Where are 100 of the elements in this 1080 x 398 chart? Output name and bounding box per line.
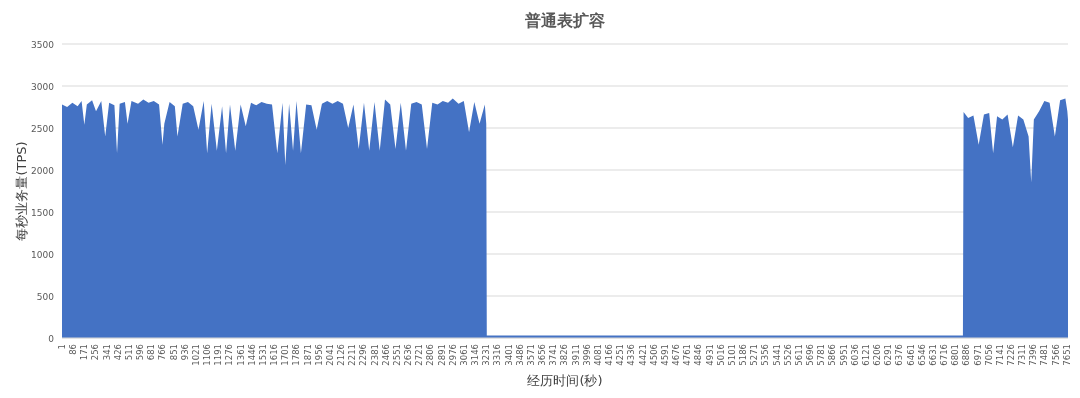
x-tick-label: 1191 [213, 344, 224, 366]
x-tick-label: 596 [135, 344, 146, 361]
x-tick-label: 5271 [749, 344, 760, 366]
x-tick-label: 3826 [559, 344, 570, 366]
y-tick-label: 0 [48, 333, 55, 344]
x-tick-label: 681 [146, 344, 157, 361]
x-tick-label: 6121 [860, 344, 871, 366]
x-tick-label: 5356 [760, 344, 771, 366]
x-tick-label: 936 [179, 344, 190, 361]
x-tick-label: 1871 [302, 344, 313, 366]
x-tick-label: 5101 [726, 344, 737, 366]
x-tick-label: 7566 [1050, 344, 1061, 366]
x-tick-label: 4506 [648, 344, 659, 366]
x-tick-label: 2381 [369, 344, 380, 366]
x-tick-label: 4931 [704, 344, 715, 366]
x-tick-label: 1616 [269, 344, 280, 366]
x-tick-label: 7481 [1039, 344, 1050, 366]
x-tick-label: 2466 [380, 344, 391, 366]
x-tick-label: 1701 [280, 344, 291, 366]
x-tick-label: 5951 [838, 344, 849, 366]
y-tick-label: 3000 [31, 81, 55, 92]
x-tick-label: 426 [112, 344, 123, 361]
x-tick-label: 6716 [939, 344, 950, 366]
x-tick-label: 3146 [470, 344, 481, 366]
x-tick-label: 2211 [347, 344, 358, 366]
x-tick-label: 3316 [492, 344, 503, 366]
x-tick-label: 7141 [994, 344, 1005, 366]
x-tick-label: 5526 [782, 344, 793, 366]
x-tick-label: 4251 [615, 344, 626, 366]
x-tick-label: 4081 [592, 344, 603, 366]
x-tick-label: 1 [57, 344, 67, 350]
x-tick-label: 7311 [1017, 344, 1028, 366]
x-tick-label: 511 [123, 344, 134, 361]
x-tick-label: 4166 [604, 344, 615, 366]
y-axis-title: 每秒业务量(TPS) [14, 141, 29, 241]
x-tick-label: 5611 [793, 344, 804, 366]
x-tick-label: 3401 [503, 344, 514, 366]
x-tick-label: 256 [90, 344, 101, 361]
x-tick-label: 6886 [961, 344, 972, 366]
x-tick-label: 3486 [514, 344, 525, 366]
x-tick-label: 2806 [425, 344, 436, 366]
x-tick-label: 7056 [983, 344, 994, 366]
x-tick-label: 2041 [324, 344, 335, 366]
x-tick-label: 4421 [637, 344, 648, 366]
x-tick-label: 6801 [950, 344, 961, 366]
x-tick-label: 6546 [916, 344, 927, 366]
x-tick-label: 4336 [626, 344, 637, 366]
x-tick-label: 4591 [659, 344, 670, 366]
x-tick-label: 766 [157, 344, 168, 361]
x-tick-label: 4846 [693, 344, 704, 366]
x-tick-label: 2636 [403, 344, 414, 366]
x-tick-label: 5016 [715, 344, 726, 366]
x-tick-label: 6631 [927, 344, 938, 366]
x-tick-label: 1786 [291, 344, 302, 366]
x-tick-label: 341 [101, 344, 112, 361]
x-tick-label: 1276 [224, 344, 235, 366]
chart-title: 普通表扩容 [524, 11, 605, 30]
x-tick-label: 1531 [257, 344, 268, 366]
x-tick-label: 1956 [313, 344, 324, 366]
x-axis-title: 经历时间(秒) [527, 373, 603, 388]
y-tick-label: 2500 [31, 123, 55, 134]
x-tick-label: 2551 [391, 344, 402, 366]
x-tick-label: 4761 [682, 344, 693, 366]
x-tick-label: 171 [79, 344, 90, 361]
y-tick-label: 2000 [31, 165, 55, 176]
x-tick-label: 5441 [771, 344, 782, 366]
x-tick-label: 6291 [883, 344, 894, 366]
x-tick-label: 1361 [235, 344, 246, 366]
x-tick-label: 3996 [581, 344, 592, 366]
x-tick-label: 3061 [458, 344, 469, 366]
x-tick-label: 3656 [537, 344, 548, 366]
x-tick-label: 6206 [872, 344, 883, 366]
x-tick-label: 3571 [525, 344, 536, 366]
x-tick-label: 5696 [805, 344, 816, 366]
x-tick-label: 1446 [246, 344, 257, 366]
x-tick-label: 851 [168, 344, 179, 361]
x-tick-label: 5866 [827, 344, 838, 366]
x-tick-label: 7226 [1005, 344, 1016, 366]
x-tick-label: 6036 [849, 344, 860, 366]
x-tick-label: 2976 [447, 344, 458, 366]
x-tick-label: 5186 [738, 344, 749, 366]
y-tick-label: 1500 [31, 207, 55, 218]
x-tick-label: 1021 [190, 344, 201, 366]
x-tick-label: 6461 [905, 344, 916, 366]
x-tick-label: 1106 [202, 344, 213, 366]
x-tick-label: 2296 [358, 344, 369, 366]
x-tick-label: 2721 [414, 344, 425, 366]
y-tick-label: 1000 [31, 249, 55, 260]
x-tick-label: 3741 [548, 344, 559, 366]
x-tick-label: 3911 [570, 344, 581, 366]
x-tick-label: 6376 [894, 344, 905, 366]
x-tick-label: 5781 [816, 344, 827, 366]
x-tick-label: 2891 [436, 344, 447, 366]
x-tick-label: 7396 [1028, 344, 1039, 366]
x-tick-label: 2126 [336, 344, 347, 366]
x-tick-label: 4676 [671, 344, 682, 366]
x-tick-label: 7651 [1061, 344, 1072, 366]
x-tick-label: 6971 [972, 344, 983, 366]
y-tick-label: 500 [36, 291, 55, 302]
y-tick-label: 3500 [31, 39, 55, 50]
